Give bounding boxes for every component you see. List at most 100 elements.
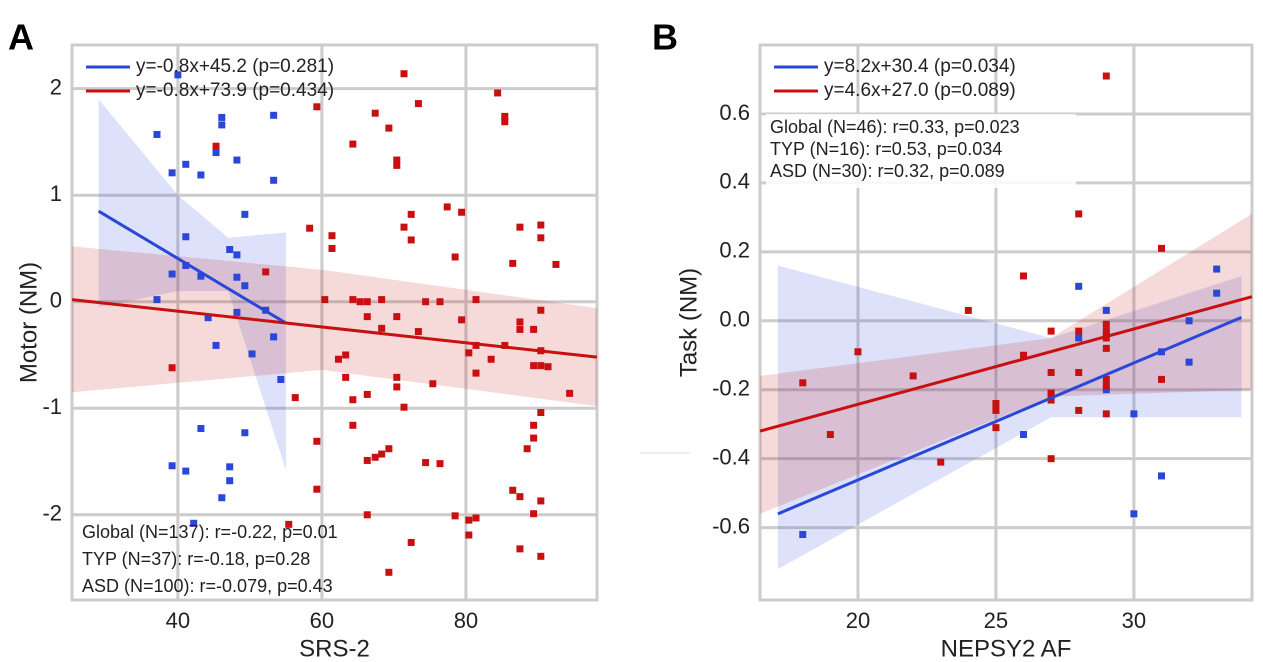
point (363, 298, 371, 306)
point (1102, 344, 1110, 352)
point (472, 369, 480, 377)
point (537, 497, 545, 505)
point (291, 394, 299, 402)
point (472, 514, 480, 522)
point (212, 149, 220, 157)
point (385, 445, 393, 453)
point (153, 296, 161, 304)
y-tick-label: -0.2 (712, 376, 750, 401)
point (1213, 289, 1221, 297)
point (530, 510, 538, 518)
point (494, 89, 502, 97)
point (407, 236, 415, 244)
point (190, 519, 198, 527)
point (371, 453, 379, 461)
point (1047, 455, 1055, 463)
point (321, 296, 329, 304)
point (537, 552, 545, 560)
point (168, 169, 176, 177)
point (385, 124, 393, 132)
point (516, 223, 524, 231)
point (313, 103, 321, 111)
y-tick-label: 1 (50, 181, 62, 206)
point (422, 459, 430, 467)
x-tick-label: 40 (166, 608, 190, 633)
point (964, 306, 972, 314)
point (1130, 510, 1138, 518)
point (1130, 410, 1138, 418)
point (182, 467, 190, 475)
point (937, 458, 945, 466)
point (1102, 306, 1110, 314)
point (363, 456, 371, 464)
point (530, 325, 538, 333)
point (465, 349, 473, 357)
point (385, 568, 393, 576)
point (487, 355, 495, 363)
point (393, 383, 401, 391)
x-axis-label: SRS-2 (299, 635, 370, 662)
x-tick-label: 60 (310, 608, 334, 633)
point (436, 460, 444, 468)
point (153, 130, 161, 138)
point (349, 296, 357, 304)
fit-line (759, 295, 1253, 433)
annotation: TYP (N=37): r=-0.18, p=0.28 (82, 549, 310, 569)
point (451, 253, 459, 261)
point (1102, 382, 1110, 390)
point (342, 351, 350, 359)
point (248, 350, 256, 358)
point (1157, 244, 1165, 252)
point (349, 140, 357, 148)
point (363, 511, 371, 519)
point (1102, 375, 1110, 383)
point (1020, 351, 1028, 359)
point (334, 355, 342, 363)
point (537, 362, 545, 370)
point (516, 318, 524, 326)
point (363, 390, 371, 398)
annotation-box (766, 114, 1076, 188)
confidence-band (98, 99, 286, 471)
point (270, 176, 278, 184)
point (378, 296, 386, 304)
y-tick-label: 0.4 (719, 169, 750, 194)
point (262, 268, 270, 276)
annotation: ASD (N=100): r=-0.079, p=0.43 (82, 576, 333, 596)
y-axis-label: Motor (NM) (15, 262, 42, 383)
point (197, 272, 205, 280)
point (451, 512, 459, 520)
y-tick-label: -0.6 (712, 513, 750, 538)
point (465, 516, 473, 524)
point (516, 545, 524, 553)
fit-line (97, 209, 287, 325)
point (458, 316, 466, 324)
point (523, 445, 531, 453)
point (233, 273, 241, 281)
annotation: TYP (N=16): r=0.53, p=0.034 (770, 139, 1002, 159)
point (501, 112, 509, 120)
x-tick-label: 20 (846, 608, 870, 633)
point (1047, 389, 1055, 397)
point (226, 463, 234, 471)
point (400, 70, 408, 78)
confidence-band (72, 246, 597, 407)
point (414, 100, 422, 108)
point (1075, 327, 1083, 335)
point (537, 409, 545, 417)
point (400, 223, 408, 231)
point (1020, 272, 1028, 280)
y-tick-label: 0 (50, 288, 62, 313)
point (233, 156, 241, 164)
point (537, 221, 545, 229)
point (313, 437, 321, 445)
point (530, 434, 538, 442)
point (168, 270, 176, 278)
point (328, 244, 336, 252)
point (226, 246, 234, 254)
point (306, 224, 314, 232)
point (1157, 472, 1165, 480)
point (241, 429, 249, 437)
point (501, 341, 509, 349)
